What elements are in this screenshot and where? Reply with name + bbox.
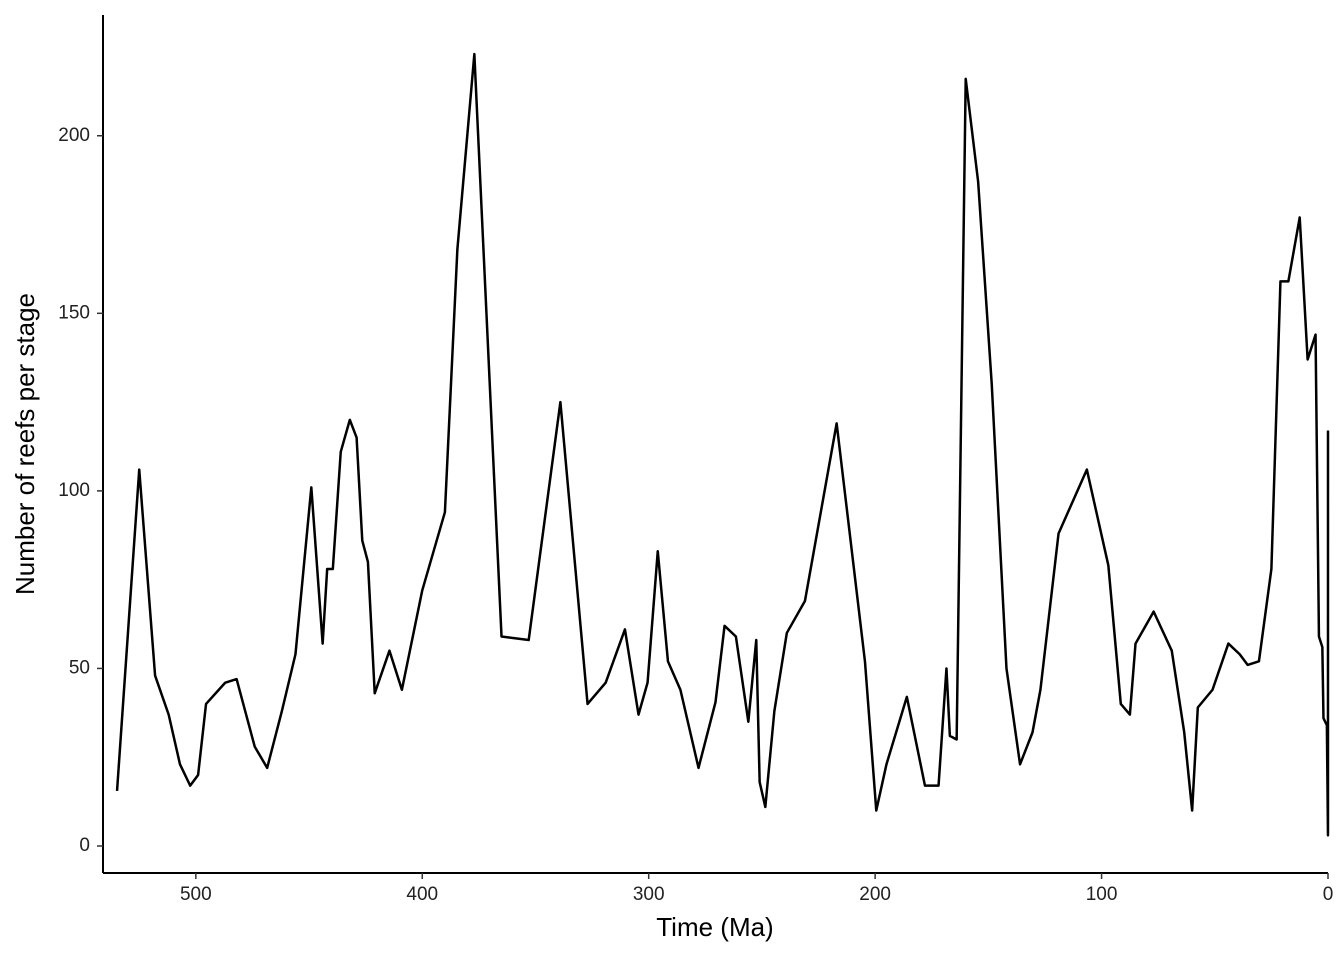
y-tick-label: 100 <box>58 480 90 501</box>
x-tick-label: 0 <box>1323 884 1334 905</box>
x-tick-label: 300 <box>633 884 665 905</box>
x-tick-label: 500 <box>180 884 212 905</box>
y-axis-title: Number of reefs per stage <box>10 293 40 595</box>
y-tick-label: 200 <box>58 125 90 146</box>
y-tick-label: 50 <box>69 657 90 678</box>
x-tick-label: 100 <box>1086 884 1118 905</box>
line <box>115 52 1330 837</box>
x-axis-title: Time (Ma) <box>656 912 773 942</box>
y-tick-label: 150 <box>58 302 90 323</box>
y-tick-label: 0 <box>79 835 90 856</box>
x-tick-label: 200 <box>859 884 891 905</box>
x-tick-label: 400 <box>406 884 438 905</box>
